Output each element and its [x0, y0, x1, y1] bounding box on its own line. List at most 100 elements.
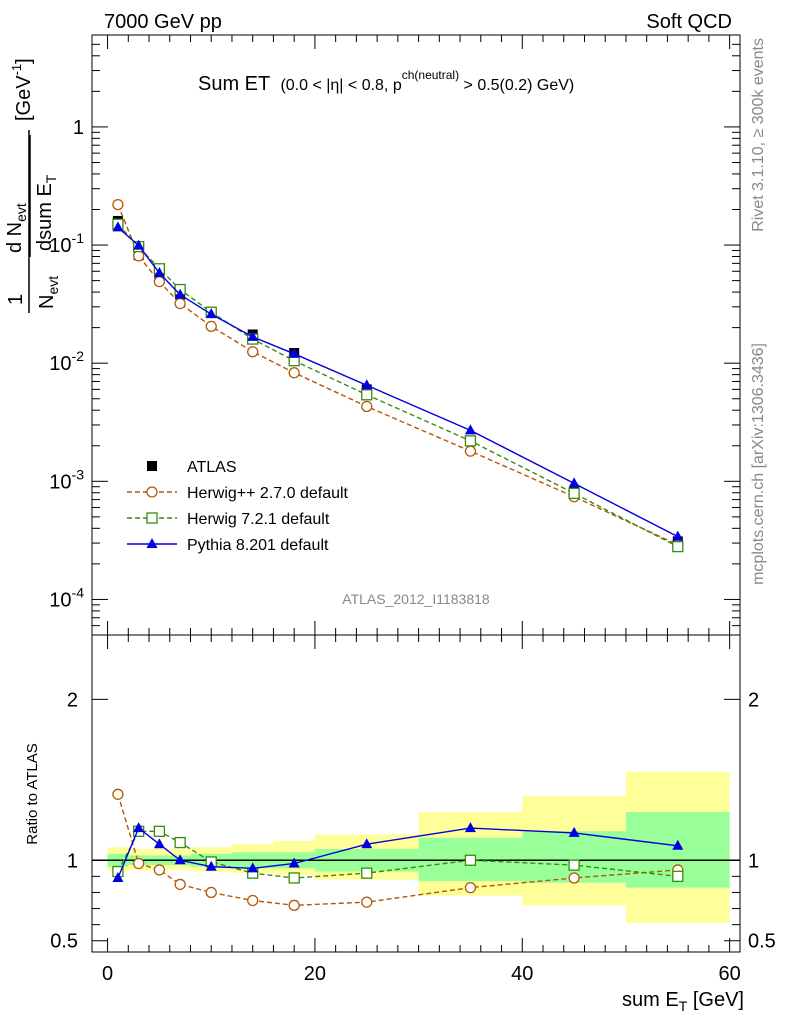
ratio-herwig-2-7-0-default-point: [112, 788, 124, 800]
ratio-series-layer: [112, 788, 684, 911]
ylabel-evt-sub: evt: [45, 276, 61, 295]
ratio-x-ticks: 0 20 40 60: [102, 635, 741, 985]
header-left: 7000 GeV pp: [104, 11, 222, 33]
ratio-pythia-8-201-default-point: [361, 838, 373, 849]
herwig-7-2-1-default-point: [568, 487, 580, 500]
ratio-y-tick-label-left: 2: [67, 689, 78, 711]
side-label-rivet: Rivet 3.1.10, ≥ 300k events: [750, 38, 767, 232]
ratio-pythia-8-201-default-point: [672, 839, 684, 850]
ratio-pythia-8-201-default-point: [133, 822, 145, 833]
ratio-herwig-2-7-0-default-point: [361, 896, 373, 908]
tick-exp: -4: [72, 584, 85, 600]
ratio-pythia-8-201-default-point: [174, 854, 186, 865]
herwig-7-2-1-default-point: [361, 389, 373, 401]
main-y-tick-label: 10-3: [49, 466, 84, 493]
xlabel-unit: [GeV]: [687, 989, 744, 1011]
pythia-8-201-default-point: [288, 347, 300, 358]
pythia-8-201-default-point: [174, 288, 186, 299]
ratio-pythia-8-201-default-point: [247, 862, 259, 873]
x-tick-label: 40: [511, 963, 533, 985]
legend-marker-herwig-7-2-1-default: [146, 512, 158, 524]
ratio-y-tick-label-right: 1: [748, 850, 759, 872]
ratio-herwig-2-7-0-default-point: [568, 872, 580, 884]
ylabel-unit-sup: -1: [9, 64, 24, 76]
xlabel-main: sum E: [622, 989, 679, 1011]
ratio-herwig-7-2-1-default-point: [174, 836, 186, 849]
tick-exp: -3: [72, 466, 85, 482]
legend: ATLAS Herwig++ 2.7.0 default Herwig 7.2.1 …: [127, 459, 349, 554]
tick-exp: -2: [72, 348, 85, 364]
main-series-layer: [112, 198, 684, 553]
ratio-herwig-7-2-1-default-point: [361, 867, 373, 879]
main-x-ticks: [107, 35, 731, 635]
ratio-y-tick-label-right: 2: [748, 689, 759, 711]
ylabel-dn-main: d N: [4, 222, 26, 253]
x-tick-label: 20: [304, 963, 326, 985]
ratio-plot-panel: 0.5 0.5 1 1 2 2 0 20 40 60: [50, 634, 776, 985]
ylabel-unit-open: [GeV: [13, 75, 35, 121]
ratio-y-ticks: 0.5 0.5 1 1 2 2: [50, 689, 776, 952]
legend-marker-atlas: [147, 461, 157, 471]
legend-marker-pythia-8-201-default: [146, 538, 158, 548]
pythia-8-201-default-point: [247, 330, 259, 341]
ratio-plot-frame: [91, 634, 741, 953]
analysis-watermark: ATLAS_2012_I1183818: [342, 591, 490, 607]
ratio-pythia-8-201-default-point: [464, 822, 476, 833]
x-tick-label: 60: [719, 963, 741, 985]
main-y-tick-label: 10-4: [49, 584, 84, 611]
chart-title-line: Sum ET (0.0 < |η| < 0.8, pch(neutral) > …: [198, 68, 574, 95]
herwig-2-7-0-default-point: [174, 297, 186, 310]
tick-base: 10: [49, 471, 71, 493]
ratio-y-tick-label-right: 0.5: [748, 931, 776, 953]
herwig-2-7-0-default-point: [361, 400, 373, 413]
herwig-2-7-0-default-point: [288, 367, 300, 379]
ratio-herwig-2-7-0-default-point: [288, 899, 300, 911]
ylabel-unit-close: ]: [13, 58, 35, 64]
ylabel-dsum: dsum ET: [34, 174, 59, 251]
main-y-axis-label: 1 Nevt d Nevt dsum ET [GeV-1]: [4, 58, 61, 313]
ylabel-dn-sub: evt: [13, 203, 29, 222]
pythia-8-201-default-point: [133, 239, 145, 250]
ylabel-nevt: Nevt: [36, 276, 61, 309]
ratio-uncertainty-bands: [107, 771, 730, 924]
ylabel-t-sub: T: [43, 174, 59, 183]
ratio-herwig-2-7-0-default-point: [247, 894, 259, 907]
herwig-2-7-0-default-point: [133, 250, 145, 262]
tick-base: 10: [49, 235, 71, 257]
legend-label-herwig-7-2-1-default: Herwig 7.2.1 default: [187, 511, 330, 528]
pythia-8-201-default-point: [153, 266, 165, 277]
main-plot-panel: 110-110-210-310-4: [49, 34, 741, 636]
tick-base: 10: [49, 589, 71, 611]
xlabel-sub: T: [679, 998, 688, 1014]
main-y-tick-label: 1: [73, 117, 84, 139]
ratio-y-tick-label-left: 1: [67, 850, 78, 872]
herwig-2-7-0-default-line: [117, 204, 679, 546]
legend-label-herwig-2-7-0-default: Herwig++ 2.7.0 default: [187, 485, 349, 502]
pythia-8-201-default-point: [464, 424, 476, 435]
chart-title: Sum ET: [198, 73, 270, 95]
ylabel-unit: [GeV-1]: [9, 58, 35, 121]
side-label-mcplots: mcplots.cern.ch [arXiv:1306.3436]: [750, 343, 767, 585]
tick-exp: -1: [72, 230, 85, 246]
chart-subtitle-pre: (0.0 < |η| < 0.8, p: [280, 77, 401, 94]
pythia-8-201-default-point: [568, 477, 580, 488]
pythia-8-201-default-point: [112, 221, 124, 232]
main-y-tick-label: 10-2: [49, 348, 84, 375]
ratio-herwig-2-7-0-default-point: [153, 864, 166, 876]
legend-label-pythia-8-201-default: Pythia 8.201 default: [187, 537, 329, 554]
chart-subtitle-sup: ch(neutral): [402, 68, 459, 82]
ylabel-one: 1: [5, 294, 27, 305]
ratio-pythia-8-201-default-point: [205, 860, 217, 871]
pythia-8-201-default-point: [205, 308, 217, 319]
herwig-2-7-0-default-point: [205, 320, 217, 333]
ratio-herwig-2-7-0-default-point: [464, 881, 477, 894]
herwig-2-7-0-default-point: [464, 445, 477, 457]
ratio-herwig-7-2-1-default-point: [672, 870, 684, 883]
x-tick-label: 0: [102, 963, 113, 985]
tick-base: 10: [49, 353, 71, 375]
ratio-herwig-2-7-0-default-point: [174, 878, 186, 891]
legend-label-atlas: ATLAS: [187, 459, 237, 476]
ratio-pythia-8-201-default-point: [568, 826, 580, 837]
herwig-2-7-0-default-point: [112, 198, 124, 211]
ratio-y-tick-label-left: 0.5: [50, 931, 78, 953]
